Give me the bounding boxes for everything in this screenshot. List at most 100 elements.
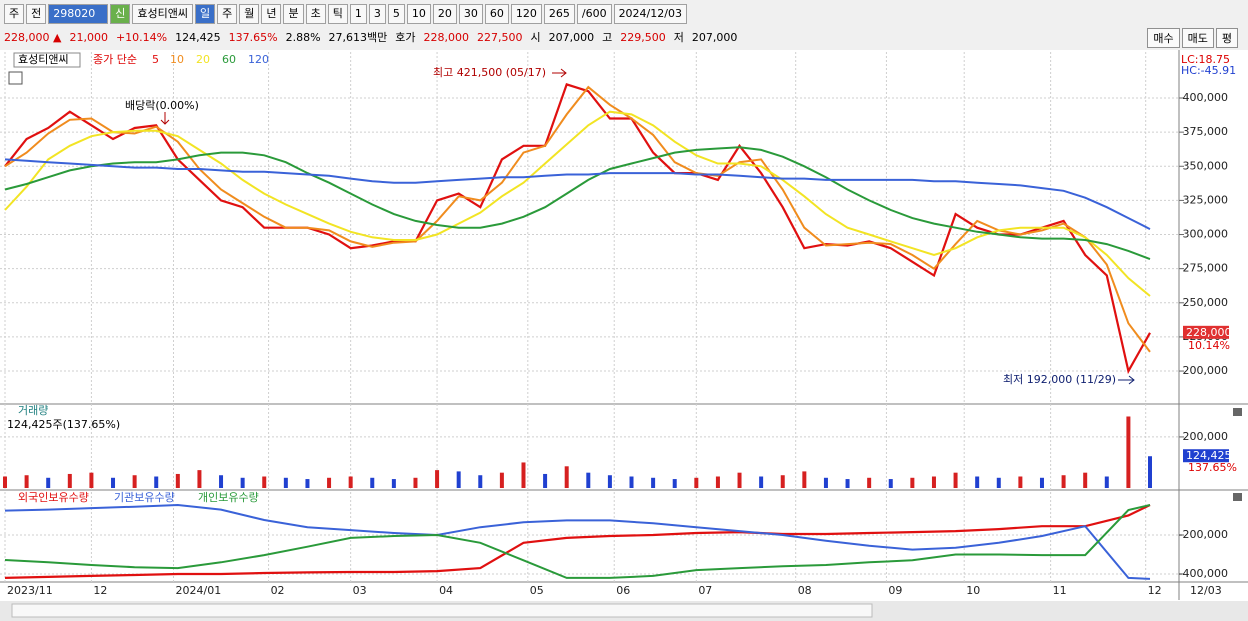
info-item: 21,000 xyxy=(69,31,108,44)
toolbar-item[interactable]: 분 xyxy=(283,4,304,24)
toolbar-item[interactable]: 10 xyxy=(406,4,431,24)
volume-bar xyxy=(154,476,159,488)
button[interactable]: 매도 xyxy=(1181,28,1214,48)
toolbar-item[interactable]: 주 xyxy=(217,4,238,24)
volume-bar xyxy=(1061,475,1066,488)
toolbar-item[interactable]: 주 xyxy=(4,4,25,24)
toolbar-item[interactable]: 60 xyxy=(484,4,509,24)
panel-close[interactable] xyxy=(1233,493,1242,501)
toolbar-item[interactable]: 298020 xyxy=(48,4,109,24)
info-item: 228,000 xyxy=(423,31,470,44)
x-tick-label: 02 xyxy=(271,584,285,597)
volume-bar xyxy=(953,472,958,488)
legend-entry: 외국인보유수량 xyxy=(18,491,89,504)
button[interactable]: 매수 xyxy=(1147,28,1180,48)
x-tick-label: 2024/01 xyxy=(176,584,222,597)
x-tick-label: 12 xyxy=(1148,584,1162,597)
corner-label: HC:-45.91 xyxy=(1181,64,1236,77)
info-item: 27,613백만 xyxy=(328,31,388,44)
panel-subtitle: 124,425주(137.65%) xyxy=(7,418,120,431)
volume-bar xyxy=(651,477,656,488)
legend-prefix: 종가 단순 xyxy=(93,53,137,66)
chart-bg xyxy=(0,50,1248,601)
legend-entry: 5 xyxy=(152,53,159,66)
chart-title: 효성티앤씨 xyxy=(18,53,69,66)
volume-bar xyxy=(175,473,180,488)
toolbar-item[interactable]: 월 xyxy=(239,4,260,24)
volume-bar xyxy=(564,466,569,488)
scroll-track[interactable] xyxy=(11,603,873,618)
toolbar-item[interactable]: 년 xyxy=(261,4,282,24)
info-item: 고 xyxy=(602,31,613,44)
y-tick-label: 325,000 xyxy=(1183,193,1229,206)
toolbar-item[interactable]: 전 xyxy=(26,4,47,24)
volume-bar xyxy=(521,462,526,488)
x-tick-label: 2023/11 xyxy=(7,584,53,597)
toolbar-item[interactable]: 3 xyxy=(368,4,386,24)
buttons: 매수 매도 평 xyxy=(1147,28,1238,48)
toolbar-item[interactable]: 효성티앤씨 xyxy=(132,4,193,24)
volume-bar xyxy=(132,475,137,488)
last-value-box xyxy=(1183,325,1229,339)
x-tick-label: 12 xyxy=(93,584,107,597)
series-line xyxy=(4,158,1151,230)
x-tick-label: 03 xyxy=(353,584,367,597)
volume-bar xyxy=(1018,476,1023,488)
toolbar-item[interactable]: 265 xyxy=(543,4,575,24)
toolbar-item[interactable]: 신 xyxy=(110,4,131,24)
toolbar-item[interactable]: 20 xyxy=(432,4,457,24)
y-tick-label: 375,000 xyxy=(1183,125,1229,138)
info-item: 228,000 ▲ xyxy=(4,31,62,44)
legend-entry: 20 xyxy=(196,53,210,66)
series-line xyxy=(4,504,1151,579)
y-tick-label: 250,000 xyxy=(1183,296,1229,309)
volume-bar xyxy=(283,477,288,488)
x-tick-label: 10 xyxy=(966,584,980,597)
volume-bar xyxy=(327,477,332,488)
volume-bar xyxy=(435,470,440,488)
series-line xyxy=(4,83,1151,375)
volume-bar xyxy=(975,476,980,488)
annotation: 최고 421,500 (05/17) xyxy=(433,66,546,79)
series-line xyxy=(4,146,1151,261)
toolbar-item[interactable]: 초 xyxy=(305,4,326,24)
volume-bar xyxy=(1083,472,1088,488)
volume-bar xyxy=(1104,476,1109,488)
toolbar-item[interactable]: 2024/12/03 xyxy=(613,4,687,24)
volume-bar xyxy=(111,477,116,488)
title-box xyxy=(13,52,81,68)
volume-bar xyxy=(348,476,353,488)
x-end-label: 12/03 xyxy=(1190,584,1222,597)
volume-bar xyxy=(305,479,310,488)
volume-bar xyxy=(629,476,634,488)
panel-close[interactable] xyxy=(1233,408,1242,416)
y-tick-label: 275,000 xyxy=(1183,262,1229,275)
corner-label: LC:18.75 xyxy=(1181,53,1230,66)
toolbar-item[interactable]: 5 xyxy=(387,4,405,24)
grid-icon[interactable] xyxy=(8,71,23,85)
series-line xyxy=(4,110,1151,297)
volume-bar xyxy=(46,477,51,488)
toolbar-item[interactable]: 30 xyxy=(458,4,483,24)
volume-bar xyxy=(780,475,785,488)
volume-bar xyxy=(370,477,375,488)
volume-bar xyxy=(737,472,742,488)
toolbar-item[interactable]: 일 xyxy=(194,4,216,24)
toolbar-item[interactable]: /600 xyxy=(576,4,612,24)
x-tick-label: 08 xyxy=(798,584,812,597)
volume-bar xyxy=(456,471,461,488)
volume-bar xyxy=(586,472,591,488)
volume-bar xyxy=(607,475,612,488)
toolbar-item[interactable]: 1 xyxy=(349,4,367,24)
last-value-box xyxy=(1183,449,1229,463)
volume-bar xyxy=(867,477,872,488)
volume-bar xyxy=(694,477,699,488)
volume-bar xyxy=(910,477,915,488)
info-item: 호가 xyxy=(395,31,416,44)
toolbar-item[interactable]: 120 xyxy=(510,4,542,24)
volume-bar xyxy=(197,470,202,488)
button[interactable]: 평 xyxy=(1215,28,1238,48)
axis-bg xyxy=(1179,50,1248,601)
series-line xyxy=(4,85,1151,353)
toolbar-item[interactable]: 틱 xyxy=(327,4,348,24)
